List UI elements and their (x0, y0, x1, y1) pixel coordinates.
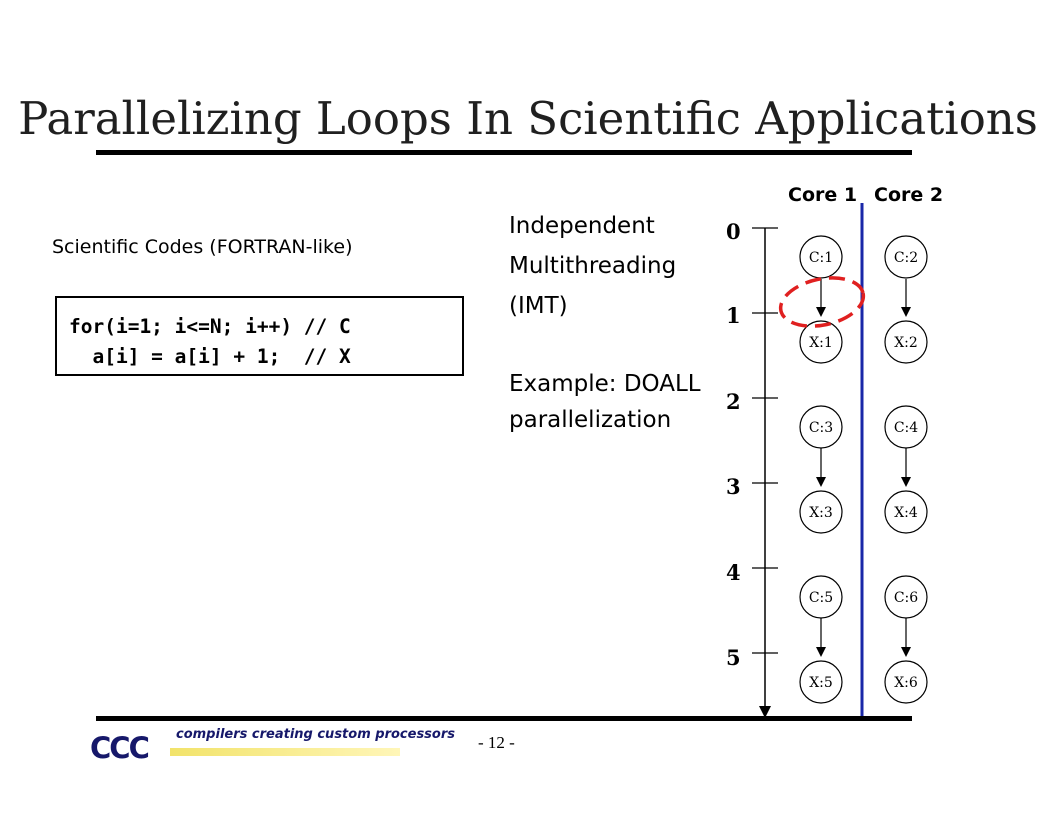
slide-title: Parallelizing Loops In Scientific Applic… (18, 92, 1038, 145)
svg-text:X:4: X:4 (894, 505, 918, 521)
node-x2: X:2 (884, 320, 928, 364)
tagline-underline (170, 748, 400, 756)
desc-line-5: Example: DOALL (509, 371, 701, 397)
svg-text:C:4: C:4 (894, 420, 918, 436)
page-number: - 12 - (478, 733, 515, 752)
node-x5: X:5 (799, 660, 843, 704)
subtitle: Scientific Codes (FORTRAN-like) (52, 236, 353, 258)
time-tick-3: 3 (726, 474, 741, 499)
code-box: for(i=1; i<=N; i++) // C a[i] = a[i] + 1… (55, 296, 464, 376)
core-1-chain: C:1 X:1 C:3 X:3 C:5 X:5 (799, 235, 843, 704)
node-x4: X:4 (884, 490, 928, 534)
node-c6: C:6 (884, 575, 928, 619)
time-tick-1: 1 (726, 303, 741, 328)
node-x3: X:3 (799, 490, 843, 534)
svg-text:C:1: C:1 (809, 250, 833, 266)
node-c5: C:5 (799, 575, 843, 619)
footer-rule (96, 716, 912, 721)
core-2-label: Core 2 (874, 184, 944, 206)
core-2-chain: C:2 X:2 C:4 X:4 C:6 X:6 (884, 235, 928, 704)
node-c2: C:2 (884, 235, 928, 279)
svg-text:X:6: X:6 (894, 675, 918, 691)
time-tick-5: 5 (726, 645, 741, 670)
node-x1: X:1 (799, 320, 843, 364)
node-x6: X:6 (884, 660, 928, 704)
node-c3: C:3 (799, 405, 843, 449)
svg-text:X:3: X:3 (809, 505, 833, 521)
desc-line-1: Independent (509, 213, 655, 239)
svg-text:C:3: C:3 (809, 420, 833, 436)
node-c1: C:1 (799, 235, 843, 279)
time-axis (752, 227, 778, 718)
time-tick-2: 2 (726, 389, 741, 414)
svg-text:C:6: C:6 (894, 590, 918, 606)
svg-text:X:1: X:1 (809, 335, 833, 351)
svg-text:X:5: X:5 (809, 675, 833, 691)
core-1-label: Core 1 (788, 184, 858, 206)
code-line-1: for(i=1; i<=N; i++) // C (69, 315, 351, 338)
code-line-2: a[i] = a[i] + 1; // X (69, 345, 351, 368)
time-tick-0: 0 (726, 219, 741, 244)
time-tick-4: 4 (726, 560, 741, 585)
svg-text:C:2: C:2 (894, 250, 918, 266)
highlight-ellipse (778, 276, 866, 328)
ccc-logo: CCC (90, 731, 150, 765)
svg-text:C:5: C:5 (809, 590, 833, 606)
desc-line-2: Multithreading (509, 253, 677, 279)
logo-tagline: compilers creating custom processors (176, 727, 455, 742)
node-c4: C:4 (884, 405, 928, 449)
title-underline (96, 150, 912, 155)
desc-line-6: parallelization (509, 407, 672, 433)
svg-text:X:2: X:2 (894, 335, 918, 351)
desc-line-3: (IMT) (509, 293, 568, 319)
